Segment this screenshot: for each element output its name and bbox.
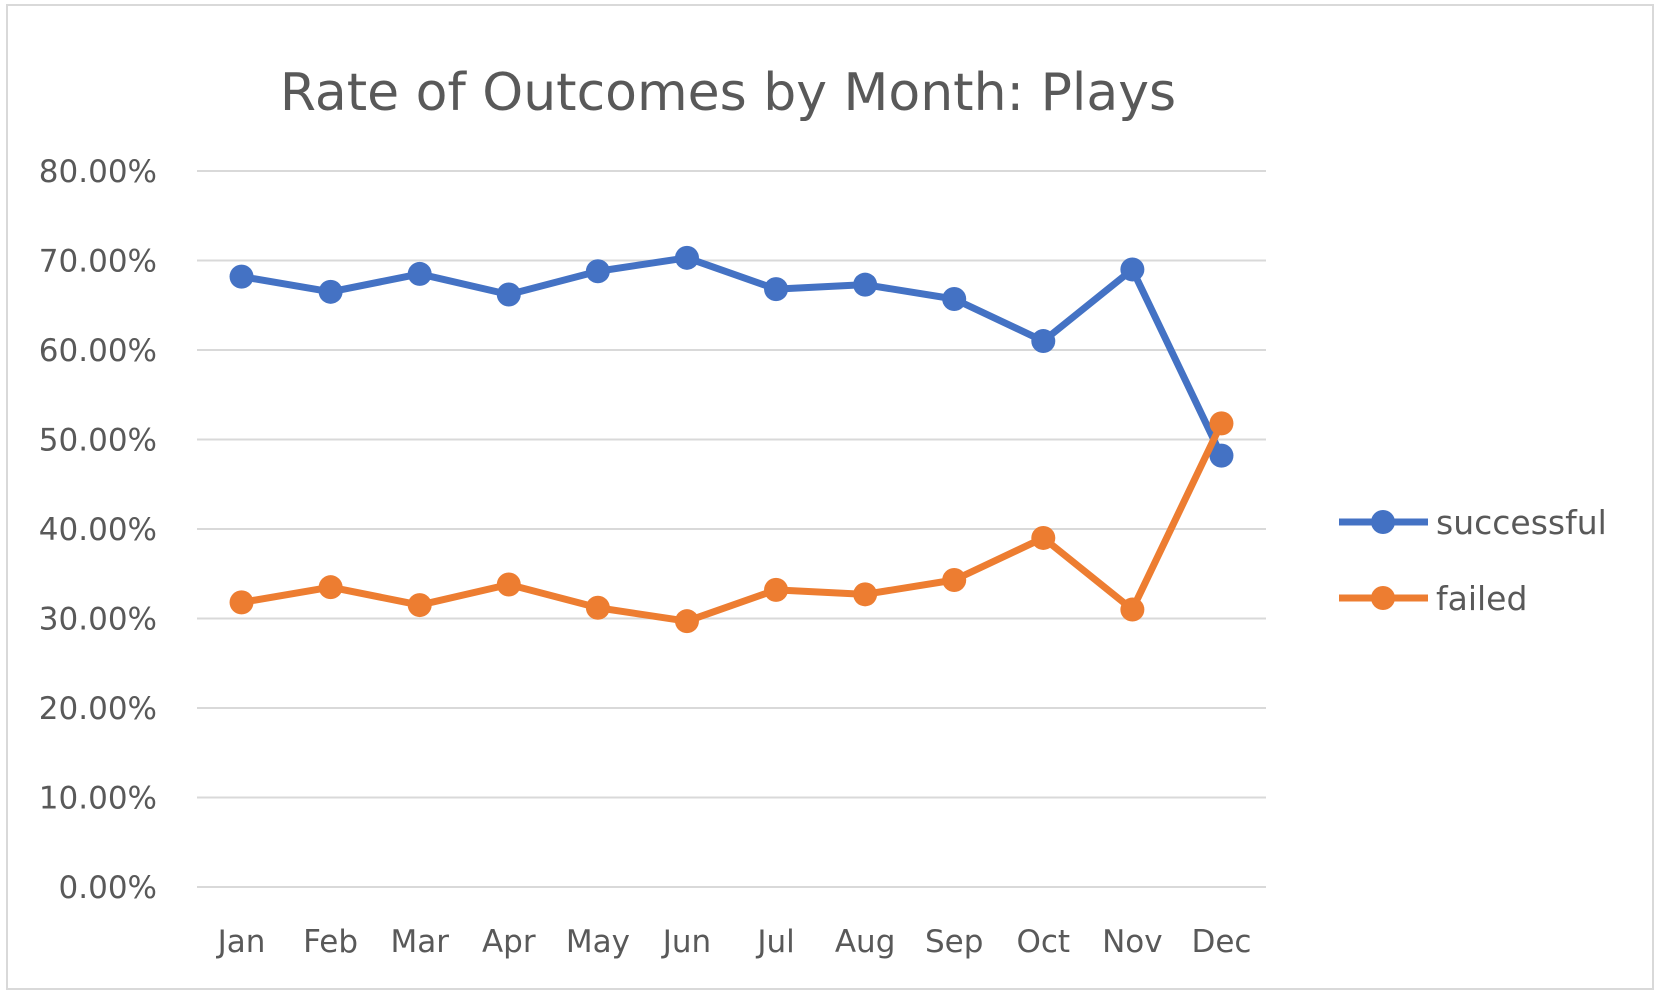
x-tick-label: Jan	[216, 924, 266, 960]
data-point-successful	[496, 282, 521, 307]
data-point-failed	[496, 572, 521, 597]
data-point-failed	[853, 582, 878, 607]
legend-label: successful	[1436, 503, 1607, 542]
y-tick-label: 60.00%	[39, 333, 157, 369]
legend-label: failed	[1436, 579, 1527, 618]
x-tick-label: Aug	[835, 924, 896, 960]
series-successful	[229, 245, 1234, 468]
series-line-failed	[238, 419, 1225, 625]
data-point-successful	[1031, 329, 1056, 354]
data-point-successful	[1209, 443, 1234, 468]
data-point-failed	[407, 593, 432, 618]
y-tick-label: 80.00%	[39, 154, 157, 190]
y-axis-ticks: 0.00% 10.00% 20.00% 30.00% 40.00% 50.00% 60.00…	[39, 154, 157, 906]
data-point-failed	[1031, 525, 1056, 550]
data-point-failed	[318, 575, 343, 600]
y-tick-label: 10.00%	[39, 781, 157, 817]
x-tick-label: Mar	[390, 924, 449, 960]
x-tick-label: Jun	[661, 924, 711, 960]
x-tick-label: Nov	[1102, 924, 1163, 960]
x-tick-label: Feb	[303, 924, 358, 960]
data-point-successful	[674, 245, 699, 270]
chart-frame	[6, 4, 1654, 990]
data-point-successful	[853, 272, 878, 297]
data-point-successful	[1120, 257, 1145, 282]
data-point-successful	[942, 286, 967, 311]
y-tick-label: 50.00%	[39, 423, 157, 459]
series-lines	[229, 245, 1234, 634]
y-tick-label: 20.00%	[39, 691, 157, 727]
data-point-successful	[407, 261, 432, 286]
data-point-failed	[764, 577, 789, 602]
y-tick-label: 30.00%	[39, 602, 157, 638]
y-tick-label: 40.00%	[39, 512, 157, 548]
y-tick-label: 70.00%	[39, 244, 157, 280]
data-point-failed	[1209, 411, 1234, 436]
series-line-successful	[238, 254, 1225, 460]
data-point-successful	[318, 279, 343, 304]
chart-title: Rate of Outcomes by Month: Plays	[280, 63, 1176, 123]
x-tick-label: May	[566, 924, 630, 960]
gridlines	[197, 170, 1266, 888]
series-failed	[229, 411, 1234, 634]
data-point-successful	[229, 264, 254, 289]
legend-marker	[1371, 510, 1395, 534]
x-tick-label: Apr	[482, 924, 536, 960]
x-axis-ticks: Jan Feb Mar Apr May Jun Jul Aug Sep Oct Nov Dec	[216, 924, 1252, 960]
legend: successful failed	[1339, 503, 1607, 618]
x-tick-label: Sep	[925, 924, 983, 960]
legend-item-successful: successful	[1339, 503, 1607, 542]
legend-marker	[1371, 586, 1395, 610]
data-point-successful	[764, 277, 789, 302]
x-tick-label: Oct	[1016, 924, 1070, 960]
data-point-failed	[229, 590, 254, 615]
data-point-failed	[674, 609, 699, 634]
x-tick-label: Jul	[755, 924, 794, 960]
data-point-failed	[1120, 597, 1145, 622]
x-tick-label: Dec	[1191, 924, 1251, 960]
legend-item-failed: failed	[1339, 579, 1527, 618]
data-point-failed	[585, 595, 610, 620]
y-tick-label: 0.00%	[59, 870, 157, 906]
data-point-failed	[942, 568, 967, 593]
data-point-successful	[585, 259, 610, 284]
